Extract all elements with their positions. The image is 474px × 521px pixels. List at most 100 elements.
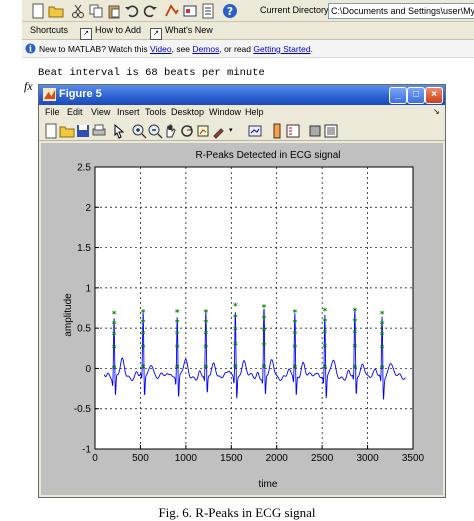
undo-icon[interactable] (124, 3, 140, 19)
menu-view[interactable]: View (91, 107, 111, 117)
figure-title: Figure 5 (59, 88, 102, 100)
demos-link[interactable]: Demos (192, 44, 220, 54)
video-link[interactable]: Video (150, 44, 172, 54)
menu-file[interactable]: File (45, 107, 60, 117)
plot-area[interactable]: R-Peaks Detected in ECG signal time ampl… (41, 143, 443, 495)
hide-plot-tools-icon[interactable] (307, 123, 323, 139)
new-file-icon[interactable] (30, 3, 46, 19)
r-peak-marker: * (175, 319, 180, 329)
r-peak-marker: * (262, 342, 267, 352)
shortcuts-button[interactable]: Shortcuts (30, 25, 69, 35)
r-peak-marker: * (112, 344, 117, 354)
show-plot-tools-icon[interactable] (323, 123, 339, 139)
current-directory-label: Current Directory: (260, 5, 332, 15)
r-peak-marker: * (262, 315, 267, 325)
whats-new-button[interactable]: ↗ What's New (150, 25, 213, 40)
simulink-icon[interactable] (164, 3, 180, 19)
x-tick-label: 3000 (356, 453, 379, 464)
current-directory-field[interactable]: C:\Documents and Settings\user\My Docume (328, 3, 474, 19)
r-peak-marker: * (112, 320, 117, 330)
guide-icon[interactable] (182, 3, 198, 19)
new-figure-icon[interactable] (43, 123, 59, 139)
menu-insert[interactable]: Insert (117, 107, 140, 117)
menu-edit[interactable]: Edit (67, 107, 83, 117)
how-to-add-button[interactable]: ↗ How to Add (80, 25, 141, 40)
y-tick-label: 2 (85, 203, 91, 214)
link-plot-icon[interactable] (247, 123, 263, 139)
pan-hand-icon[interactable] (163, 123, 179, 139)
r-peak-marker: * (323, 364, 328, 374)
figure-toolbar: ▾ (39, 121, 445, 141)
r-peak-marker: * (380, 364, 385, 374)
whats-new-label: What's New (165, 25, 213, 35)
r-peak-marker: * (323, 317, 328, 327)
brush-icon[interactable] (211, 123, 227, 139)
r-peak-marker: * (203, 309, 208, 319)
menu-window[interactable]: Window (209, 107, 242, 117)
arrow-select-icon[interactable] (111, 123, 127, 139)
r-peak-marker: * (203, 364, 208, 374)
r-peak-marker: * (293, 319, 298, 329)
figure-window[interactable]: Figure 5 _ □ × File Edit View Insert Too… (38, 84, 446, 498)
open-folder-icon[interactable] (48, 3, 64, 19)
svg-text:?: ? (227, 5, 233, 18)
x-tick-label: 500 (132, 453, 149, 464)
shortcut-icon: ↗ (150, 28, 162, 40)
paste-icon[interactable] (106, 3, 122, 19)
r-peak-marker: * (203, 330, 208, 340)
notice-middle: , see (171, 44, 193, 54)
r-peak-marker: * (380, 310, 385, 320)
r-peak-marker: * (380, 331, 385, 341)
copy-icon[interactable] (88, 3, 104, 19)
close-icon[interactable]: × (425, 87, 443, 104)
menu-desktop[interactable]: Desktop (171, 107, 205, 117)
minimize-icon[interactable]: _ (389, 87, 407, 104)
r-peak-marker: * (175, 330, 180, 340)
r-peak-marker: * (352, 329, 357, 339)
help-icon[interactable]: ? (222, 3, 238, 19)
rotate-3d-icon[interactable] (179, 123, 195, 139)
menu-help[interactable]: Help (245, 107, 264, 117)
figure-menubar: File Edit View Insert Tools Desktop Wind… (39, 105, 445, 121)
legend-icon[interactable] (285, 123, 301, 139)
maximize-icon[interactable]: □ (407, 87, 425, 104)
ecg-chart[interactable]: R-Peaks Detected in ECG signal time ampl… (41, 143, 443, 495)
colorbar-icon[interactable] (269, 123, 285, 139)
getting-started-link[interactable]: Getting Started (253, 44, 311, 54)
brush-dropdown-icon[interactable]: ▾ (229, 127, 233, 134)
r-peak-marker: * (141, 330, 146, 340)
dock-arrow-icon[interactable]: ↘ (433, 107, 440, 116)
y-tick-label: -1 (82, 445, 91, 456)
r-peak-marker: * (380, 320, 385, 330)
r-peak-marker: * (112, 364, 117, 374)
cut-icon[interactable] (70, 3, 86, 19)
menu-tools[interactable]: Tools (145, 107, 167, 117)
axes-box (94, 166, 414, 450)
r-peak-marker: * (141, 343, 146, 353)
y-tick-label: 1.5 (77, 243, 91, 254)
notice-suffix: . (310, 44, 313, 54)
save-icon[interactable] (75, 123, 91, 139)
redo-icon[interactable] (142, 3, 158, 19)
profiler-icon[interactable] (200, 3, 216, 19)
notice-bar: i New to MATLAB? Watch this Video, see D… (22, 40, 474, 58)
r-peak-marker: * (352, 317, 357, 327)
figure-titlebar[interactable]: Figure 5 _ □ × (39, 85, 445, 105)
print-icon[interactable] (91, 123, 107, 139)
r-peak-marker: * (352, 307, 357, 317)
x-tick-label: 1500 (220, 453, 243, 464)
r-peak-marker: * (175, 364, 180, 374)
x-tick-label: 1000 (175, 453, 198, 464)
data-cursor-icon[interactable] (195, 123, 211, 139)
info-icon: i (25, 43, 36, 54)
zoom-in-icon[interactable] (131, 123, 147, 139)
zoom-out-icon[interactable] (147, 123, 163, 139)
x-tick-label: 3500 (402, 453, 425, 464)
r-peak-marker: * (293, 330, 298, 340)
r-peak-marker: * (112, 310, 117, 320)
r-peak-marker: * (323, 329, 328, 339)
y-axis-label: amplitude (63, 293, 74, 337)
y-tick-label: 2.5 (77, 163, 91, 174)
r-peak-marker: * (175, 309, 180, 319)
open-file-icon[interactable] (59, 123, 75, 139)
